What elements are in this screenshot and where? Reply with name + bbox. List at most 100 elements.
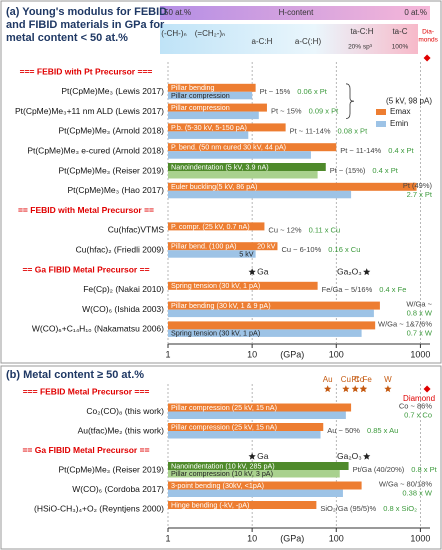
bar xyxy=(168,171,318,179)
diamond-marker xyxy=(423,54,431,62)
bar xyxy=(168,250,256,258)
bar xyxy=(168,151,311,159)
bar-label: Pillar compression (10 kV, 3 pA) xyxy=(171,469,273,478)
element-label: Fe xyxy=(363,375,373,384)
category-label: Cu(hfac)₂ (Friedli 2009) xyxy=(76,244,164,254)
note: Pt ~ 11-14% xyxy=(290,126,331,135)
reference-star xyxy=(248,452,256,460)
element-label: Co xyxy=(354,375,365,384)
carbon-type-label: 100% xyxy=(392,44,409,51)
ratio: 0.8 x W xyxy=(407,309,433,318)
reference-star xyxy=(363,268,371,276)
element-star xyxy=(324,385,332,393)
category-label: Pt(CpMe)Me₃+11 nm ALD (Lewis 2017) xyxy=(15,106,164,116)
bar-label: Pillar bending (30 kV, 1 & 9 pA) xyxy=(171,301,271,310)
reference-star xyxy=(248,268,256,276)
bar-label: Spring tension (30 kV, 1 pA) xyxy=(171,281,260,290)
bar-label: Pillar compression xyxy=(171,91,230,100)
carbon-type-label: ta-C xyxy=(392,27,407,36)
bar xyxy=(168,83,256,92)
reference-label: Ga xyxy=(257,266,269,276)
category-label: Pt(CpMe)Me₃ (Reiser 2019) xyxy=(59,464,165,474)
h-content-label: 50 at.% xyxy=(164,8,191,17)
category-label: Fe(Cp)₂ (Nakai 2010) xyxy=(83,284,164,294)
ratio: 0.8 x Pt xyxy=(411,465,437,474)
bar xyxy=(168,462,349,470)
ratio: 0.7 x W xyxy=(407,328,433,337)
bar xyxy=(168,411,346,419)
reference-label: Ga₂O₃ xyxy=(337,451,362,461)
bar-label: P. compr. (25 kV, 0.7 nA) xyxy=(171,222,250,231)
bar xyxy=(168,431,321,439)
category-label: Pt(CpMe)Me₃ (Lewis 2017) xyxy=(61,86,164,96)
ratio: 2.7 x Pt xyxy=(407,190,433,199)
note: Pt ~ 11-14% xyxy=(340,146,381,155)
bar xyxy=(168,190,352,199)
category-label: W(CO)₆ (Cordoba 2017) xyxy=(72,484,164,494)
ratio: 0.09 x Pt xyxy=(309,107,340,116)
reference-star xyxy=(363,452,371,460)
note: Cu ~ 6-10% xyxy=(281,245,321,254)
carbon-type-label: a-C:H xyxy=(252,37,273,46)
bar xyxy=(168,242,278,251)
element-star xyxy=(342,385,350,393)
element-star xyxy=(351,385,359,393)
annotation: (5 kV, 98 pA) xyxy=(386,96,432,105)
bar-label: Nanoindentation (10 kV, 285 pA) xyxy=(171,461,275,470)
category-label: Pt(CpMe)Me₃ e-cured (Arnold 2018) xyxy=(27,145,164,155)
h-content-label: H-content xyxy=(279,8,314,17)
carbon-type-label: 20% sp³ xyxy=(348,44,373,51)
bar xyxy=(168,501,317,509)
carbon-type-label: (-CH-)ₙ xyxy=(161,29,186,38)
ratio: 0.08 x Pt xyxy=(338,126,369,135)
note: Pt ~ 15% xyxy=(260,87,291,96)
panel-b-frame xyxy=(0,365,442,550)
ratio: 0.38 x W xyxy=(402,488,433,497)
bar xyxy=(168,403,352,412)
bar-label: Euler buckling(5 kV, 86 pA) xyxy=(171,182,257,191)
diamond-label: monds xyxy=(418,37,438,44)
section-header: == Ga FIBID Metal Precursor == xyxy=(22,264,149,274)
section-header: === FEBID with Pt Precursor === xyxy=(20,66,153,76)
bar-end-label: 5 kV xyxy=(239,249,254,258)
panel-a-frame xyxy=(0,0,442,364)
legend-label: Emin xyxy=(390,119,408,128)
note: Co ~ 86% xyxy=(399,401,432,410)
bar xyxy=(168,281,318,290)
bar xyxy=(168,163,326,171)
bar-label: 3-point bending (30kV, <1pA) xyxy=(171,481,264,490)
ratio: 0.11 x Cu xyxy=(309,225,341,234)
bar-label: Pillar compression (25 kV, 15 nA) xyxy=(171,403,277,412)
diamond-label: Dia- xyxy=(422,29,434,36)
category-label: W(CO)₆ (Ishida 2003) xyxy=(82,304,164,314)
category-label: Co₂(CO)₈ (this work) xyxy=(86,406,164,416)
section-header: == FEBID with Metal Precursor == xyxy=(18,205,154,215)
x-tick-label: 1000 xyxy=(410,349,430,359)
carbon-type-label: a-C(:H) xyxy=(295,37,322,46)
element-label: Au xyxy=(323,375,333,384)
bar-label: Hinge bending (-kV, -pA) xyxy=(171,500,249,509)
bar xyxy=(168,321,376,330)
note: Pt ~ 15% xyxy=(271,107,302,116)
category-label: Au(tfac)Me₂ (this work) xyxy=(78,425,165,435)
x-axis-label: (GPa) xyxy=(280,533,304,543)
note: W/Ga ~ xyxy=(406,300,432,309)
section-header: == Ga FIBID Metal Precursor == xyxy=(22,445,149,455)
category-label: W(CO)₆+C₁₄H₁₀ (Nakamatsu 2006) xyxy=(32,324,164,334)
element-star xyxy=(359,385,368,393)
ratio: 0.4 x Fe xyxy=(379,285,406,294)
bar-label: Nanoindentation (5 kV, 3.9 nA) xyxy=(171,162,269,171)
chart-title: (b) Metal content ≥ 50 at.% xyxy=(6,369,144,381)
bar-label: Pillar bend. (100 pA) xyxy=(171,242,237,251)
h-content-label: 0 at.% xyxy=(404,8,427,17)
note: Pt (49%) xyxy=(403,181,433,190)
bar xyxy=(168,103,267,112)
note: Cu ~ 12% xyxy=(268,225,301,234)
bar xyxy=(168,309,374,318)
x-tick-label: 10 xyxy=(247,349,257,359)
diamond-label: Diamond xyxy=(403,394,435,403)
ratio: 0.06 x Pt xyxy=(297,87,328,96)
x-tick-label: 1 xyxy=(165,349,170,359)
